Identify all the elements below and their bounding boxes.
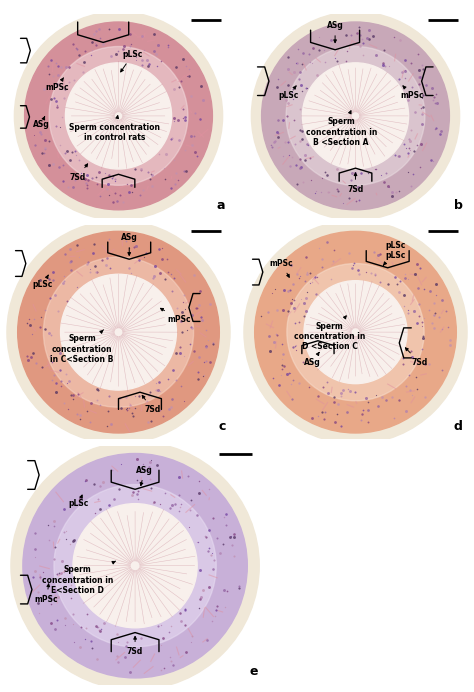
Text: pLSc: pLSc	[68, 495, 89, 508]
Text: mPSc: mPSc	[161, 309, 191, 324]
Text: ASg: ASg	[121, 233, 137, 255]
Text: 7Sd: 7Sd	[405, 348, 428, 367]
Text: ASg: ASg	[33, 116, 49, 129]
Text: ASg: ASg	[327, 21, 344, 43]
Text: ASg: ASg	[304, 352, 321, 367]
Circle shape	[23, 453, 247, 678]
Circle shape	[49, 46, 188, 185]
Circle shape	[25, 22, 212, 210]
Text: Sperm
concentration in
D <Section C: Sperm concentration in D <Section C	[294, 316, 365, 352]
Text: 7Sd: 7Sd	[127, 637, 143, 656]
Text: mPSc: mPSc	[45, 78, 69, 92]
Text: mPSc: mPSc	[401, 86, 424, 100]
Text: pLSc
pLSc: pLSc pLSc	[383, 241, 406, 265]
Circle shape	[54, 484, 216, 647]
Text: 7Sd: 7Sd	[347, 173, 364, 194]
Circle shape	[11, 441, 259, 690]
Circle shape	[262, 22, 449, 210]
Circle shape	[287, 264, 424, 401]
Text: Sperm
concentration
in C<Section B: Sperm concentration in C<Section B	[50, 330, 114, 364]
Text: Sperm concentration
in control rats: Sperm concentration in control rats	[69, 116, 160, 142]
Circle shape	[14, 12, 223, 220]
Text: 7Sd: 7Sd	[70, 164, 88, 182]
Circle shape	[61, 274, 176, 390]
Circle shape	[65, 63, 172, 169]
Text: pLSc: pLSc	[278, 86, 298, 100]
Text: b: b	[454, 199, 463, 212]
Text: a: a	[217, 199, 226, 212]
Text: mPSc: mPSc	[270, 259, 293, 277]
Text: 7Sd: 7Sd	[142, 395, 161, 414]
Circle shape	[18, 231, 219, 433]
Text: pLSc: pLSc	[121, 50, 143, 72]
Text: pLSc: pLSc	[33, 275, 53, 289]
Text: Sperm
concentration in
E<Section D: Sperm concentration in E<Section D	[42, 561, 116, 595]
Text: c: c	[218, 420, 226, 433]
Circle shape	[251, 12, 460, 220]
Circle shape	[73, 504, 197, 628]
Circle shape	[44, 257, 193, 407]
Circle shape	[7, 221, 230, 444]
Circle shape	[302, 63, 409, 169]
Text: ASg: ASg	[136, 466, 153, 486]
Circle shape	[304, 281, 407, 383]
Circle shape	[286, 46, 425, 185]
Circle shape	[255, 231, 456, 433]
Text: d: d	[454, 420, 463, 433]
Text: Sperm
concentration in
B <Section A: Sperm concentration in B <Section A	[306, 111, 377, 147]
Text: mPSc: mPSc	[35, 584, 58, 603]
Circle shape	[244, 221, 467, 444]
Text: e: e	[249, 665, 257, 678]
